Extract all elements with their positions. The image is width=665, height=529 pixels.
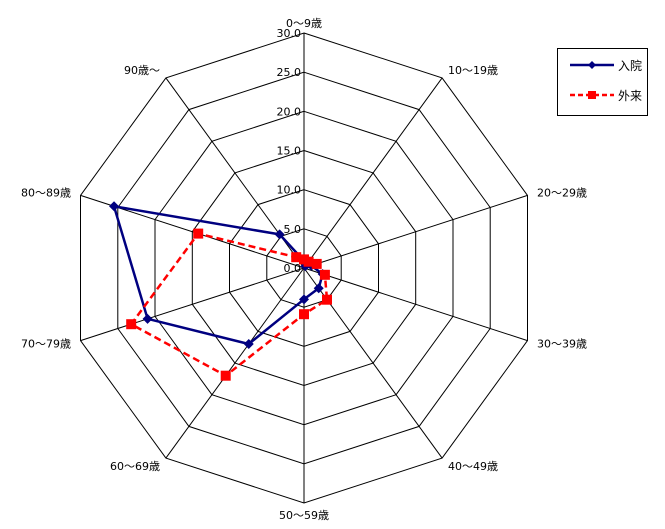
series-layer (109, 201, 332, 381)
category-label: 10～19歳 (448, 64, 498, 77)
data-point (193, 228, 204, 239)
series-1 (126, 228, 332, 381)
data-point (109, 201, 120, 212)
tick-label: 5.0 (284, 223, 302, 236)
category-label: 70～79歳 (21, 338, 71, 351)
data-point (220, 370, 231, 381)
tick-label: 0.0 (284, 262, 302, 275)
category-labels: 0～9歳 10～19歳 20～29歳 30～39歳 40～49歳 50～59歳 60～69歳… (21, 17, 587, 522)
legend-item-inpatient: 入院 (558, 55, 649, 75)
data-point (313, 283, 324, 294)
tick-label: 15.0 (277, 145, 302, 158)
data-point (243, 339, 254, 350)
category-label: 0～9歳 (286, 17, 322, 30)
category-label: 40～49歳 (448, 460, 498, 473)
axis-spoke (303, 194, 528, 269)
category-label: 30～39歳 (537, 338, 587, 351)
tick-label: 30.0 (277, 27, 302, 40)
tick-label: 25.0 (277, 66, 302, 79)
category-label: 80～89歳 (21, 186, 71, 199)
axis-spoke (303, 267, 528, 342)
radial-tick-labels: 0.0 5.0 10.0 15.0 20.0 25.0 30.0 (277, 27, 302, 275)
data-point (319, 269, 330, 280)
data-point (311, 258, 322, 269)
data-point (274, 229, 285, 240)
data-point (299, 309, 309, 320)
data-point (126, 319, 137, 330)
legend-swatch-inpatient (570, 61, 614, 69)
axis-spoke (303, 77, 443, 269)
tick-label: 10.0 (277, 184, 302, 197)
legend: 入院 外来 (557, 48, 648, 116)
legend-swatch-outpatient (570, 91, 614, 99)
tick-label: 20.0 (277, 105, 302, 118)
data-point (291, 252, 302, 263)
data-point (142, 313, 153, 324)
category-label: 50～59歳 (279, 509, 329, 522)
category-label: 90歳～ (124, 64, 160, 77)
data-point (299, 294, 309, 305)
category-label: 60～69歳 (110, 460, 160, 473)
category-label: 20～29歳 (537, 186, 587, 199)
data-point (322, 294, 332, 305)
axis-spoke (80, 267, 305, 342)
legend-label-inpatient: 入院 (618, 59, 643, 73)
axis-spoke (165, 267, 305, 459)
legend-label-outpatient: 外来 (618, 89, 643, 103)
legend-item-outpatient: 外来 (558, 85, 649, 105)
data-point (303, 256, 314, 267)
